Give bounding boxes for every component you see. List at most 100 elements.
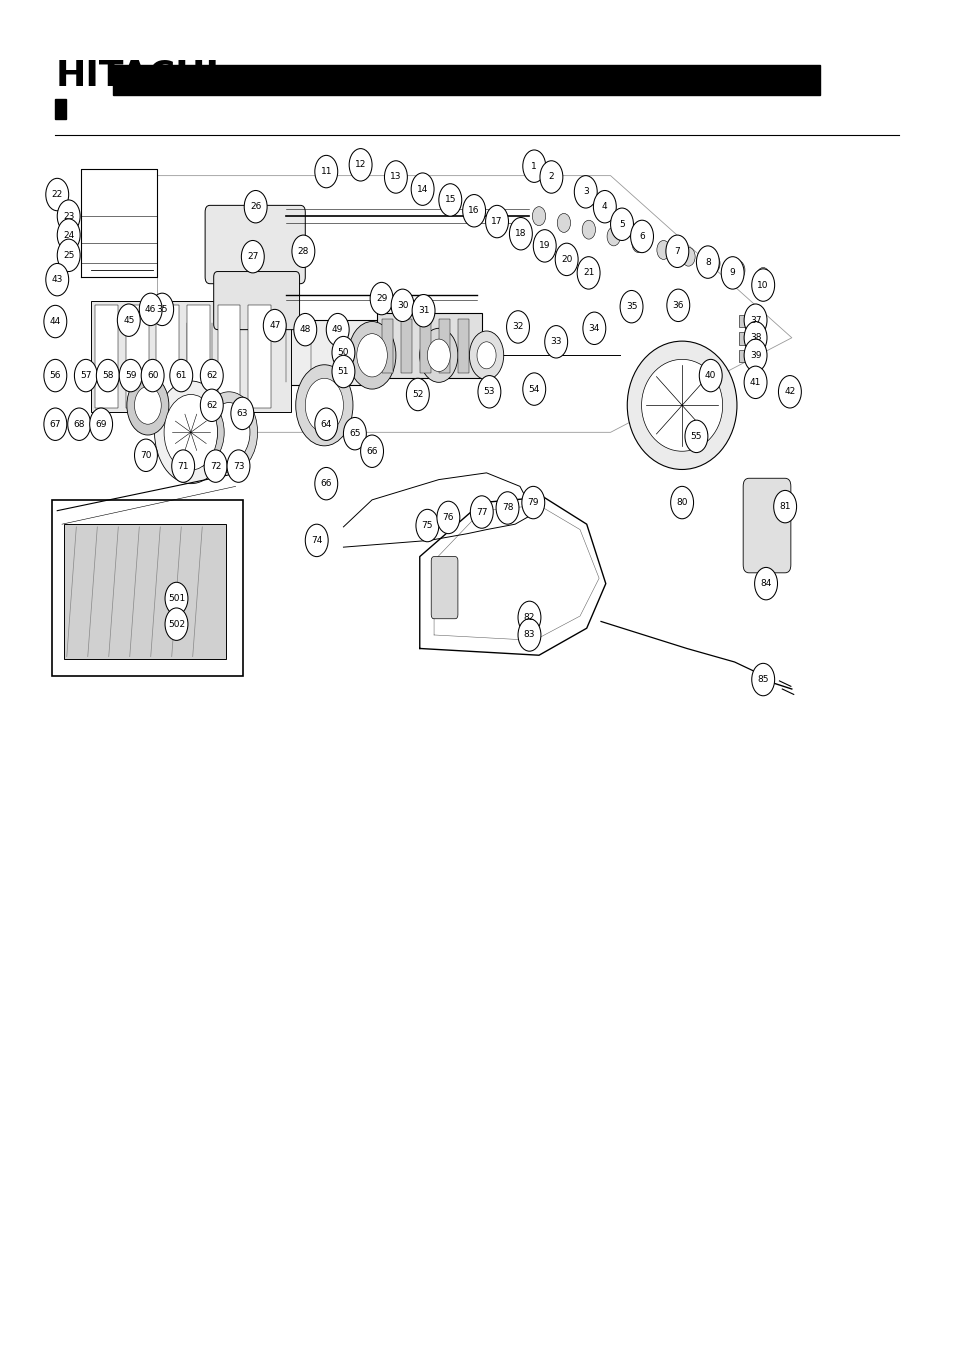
Circle shape xyxy=(46,178,69,211)
Text: 78: 78 xyxy=(501,504,513,512)
Circle shape xyxy=(582,312,605,345)
Circle shape xyxy=(227,450,250,482)
Circle shape xyxy=(492,215,501,228)
Circle shape xyxy=(469,331,503,380)
Text: 84: 84 xyxy=(760,580,771,588)
Circle shape xyxy=(476,342,496,369)
Circle shape xyxy=(200,392,257,473)
Text: 47: 47 xyxy=(269,322,280,330)
Bar xyxy=(438,319,450,373)
Circle shape xyxy=(134,439,157,471)
Circle shape xyxy=(593,190,616,223)
Text: 56: 56 xyxy=(50,372,61,380)
Circle shape xyxy=(119,359,142,392)
Text: 22: 22 xyxy=(51,190,63,199)
Circle shape xyxy=(165,608,188,640)
Circle shape xyxy=(314,155,337,188)
Circle shape xyxy=(305,378,343,432)
Bar xyxy=(187,305,210,408)
Bar xyxy=(381,319,393,373)
Bar xyxy=(126,305,149,408)
Circle shape xyxy=(349,149,372,181)
Circle shape xyxy=(231,397,253,430)
Bar xyxy=(739,332,760,345)
Circle shape xyxy=(521,486,544,519)
Circle shape xyxy=(720,257,743,289)
Circle shape xyxy=(332,355,355,388)
Text: 75: 75 xyxy=(421,521,433,530)
Text: 28: 28 xyxy=(297,247,309,255)
Text: 38: 38 xyxy=(749,334,760,342)
Circle shape xyxy=(294,313,316,346)
Text: 54: 54 xyxy=(528,385,539,393)
Circle shape xyxy=(665,235,688,267)
Circle shape xyxy=(469,204,478,218)
Circle shape xyxy=(751,663,774,696)
Text: 3: 3 xyxy=(582,188,588,196)
Circle shape xyxy=(141,359,164,392)
Circle shape xyxy=(419,328,457,382)
Text: 44: 44 xyxy=(50,317,61,326)
Bar xyxy=(376,313,481,378)
Text: 72: 72 xyxy=(210,462,221,470)
Text: 59: 59 xyxy=(125,372,136,380)
Bar xyxy=(55,99,66,119)
Text: 33: 33 xyxy=(550,338,561,346)
Text: 69: 69 xyxy=(95,420,107,428)
Circle shape xyxy=(390,170,399,184)
Bar xyxy=(457,319,469,373)
Circle shape xyxy=(90,408,112,440)
Circle shape xyxy=(154,381,227,484)
Text: 53: 53 xyxy=(483,388,495,396)
Circle shape xyxy=(370,282,393,315)
Circle shape xyxy=(417,182,427,196)
Text: 35: 35 xyxy=(625,303,637,311)
Text: 20: 20 xyxy=(560,255,572,263)
Circle shape xyxy=(57,200,80,232)
Bar xyxy=(52,500,243,676)
Circle shape xyxy=(539,161,562,193)
Circle shape xyxy=(485,205,508,238)
Circle shape xyxy=(170,359,193,392)
Circle shape xyxy=(522,150,545,182)
Circle shape xyxy=(581,220,595,239)
Text: 67: 67 xyxy=(50,420,61,428)
Circle shape xyxy=(533,230,556,262)
Text: 49: 49 xyxy=(332,326,343,334)
Text: 66: 66 xyxy=(320,480,332,488)
Circle shape xyxy=(314,467,337,500)
Circle shape xyxy=(44,305,67,338)
Circle shape xyxy=(326,313,349,346)
Text: 16: 16 xyxy=(468,207,479,215)
Bar xyxy=(91,301,291,412)
Circle shape xyxy=(516,227,525,240)
Text: 83: 83 xyxy=(523,631,535,639)
Circle shape xyxy=(244,190,267,223)
Circle shape xyxy=(509,218,532,250)
Circle shape xyxy=(391,289,414,322)
Circle shape xyxy=(681,247,695,266)
Circle shape xyxy=(773,490,796,523)
Text: 2: 2 xyxy=(548,173,554,181)
Circle shape xyxy=(46,263,69,296)
Circle shape xyxy=(412,295,435,327)
Circle shape xyxy=(438,184,461,216)
Bar xyxy=(95,305,118,408)
Text: 41: 41 xyxy=(749,378,760,386)
Text: 82: 82 xyxy=(523,613,535,621)
Text: 4: 4 xyxy=(601,203,607,211)
Circle shape xyxy=(356,334,387,377)
Text: 17: 17 xyxy=(491,218,502,226)
Text: 24: 24 xyxy=(63,231,74,239)
Text: 9: 9 xyxy=(729,269,735,277)
Text: 63: 63 xyxy=(236,409,248,417)
Text: 21: 21 xyxy=(582,269,594,277)
Text: 71: 71 xyxy=(177,462,189,470)
Circle shape xyxy=(74,359,97,392)
Circle shape xyxy=(557,213,570,232)
Text: 81: 81 xyxy=(779,503,790,511)
Text: 64: 64 xyxy=(320,420,332,428)
Circle shape xyxy=(696,246,719,278)
Text: 14: 14 xyxy=(416,185,428,193)
Circle shape xyxy=(606,227,619,246)
